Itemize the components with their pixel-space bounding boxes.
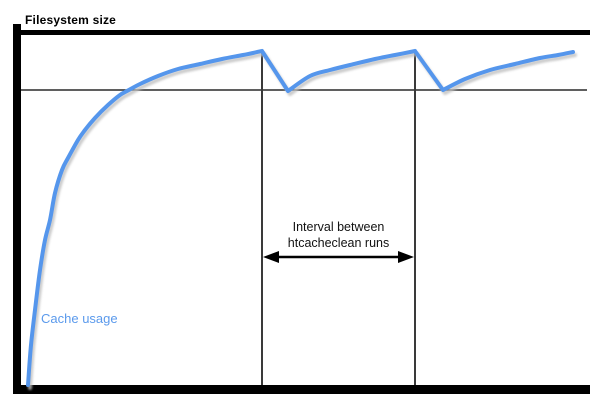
cache-usage-label: Cache usage: [41, 311, 118, 326]
cache-usage-curve: [26, 49, 575, 387]
interval-label: Interval between htcacheclean runs: [262, 219, 415, 251]
x-axis: [13, 385, 590, 394]
y-axis: [13, 24, 21, 394]
interval-arrow: [263, 251, 414, 263]
interval-label-line2: htcacheclean runs: [287, 236, 390, 250]
interval-label-line1: Interval between: [292, 220, 385, 234]
filesystem-size-line: [21, 30, 590, 35]
interval-arrow-head-right: [398, 251, 414, 263]
filesystem-size-label: Filesystem size: [25, 13, 117, 27]
interval-arrow-head-left: [263, 251, 279, 263]
